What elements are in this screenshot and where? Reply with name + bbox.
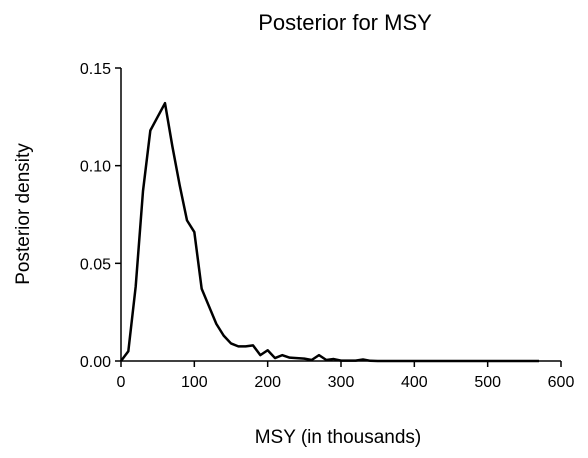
axes: 0.00 0.05 0.10 0.15 0 100 200 300 400 500 600: [80, 61, 575, 391]
y-tick-label: 0.15: [80, 61, 111, 78]
x-tick-label: 0: [117, 374, 126, 391]
chart-title: Posterior for MSY: [258, 10, 432, 35]
y-tick-label: 0.05: [80, 256, 111, 273]
x-tick-label: 400: [401, 374, 428, 391]
x-tick-label: 300: [328, 374, 355, 391]
plot-area: [120, 101, 539, 363]
x-tick-label: 500: [474, 374, 501, 391]
x-tick-label: 600: [548, 374, 575, 391]
x-tick-label: 100: [181, 374, 208, 391]
x-tick-label: 200: [254, 374, 281, 391]
y-axis-label: Posterior density: [13, 143, 34, 285]
y-tick-label: 0.00: [80, 354, 111, 371]
x-axis-label: MSY (in thousands): [255, 427, 422, 448]
density-line: [120, 101, 539, 363]
y-tick-label: 0.10: [80, 159, 111, 176]
